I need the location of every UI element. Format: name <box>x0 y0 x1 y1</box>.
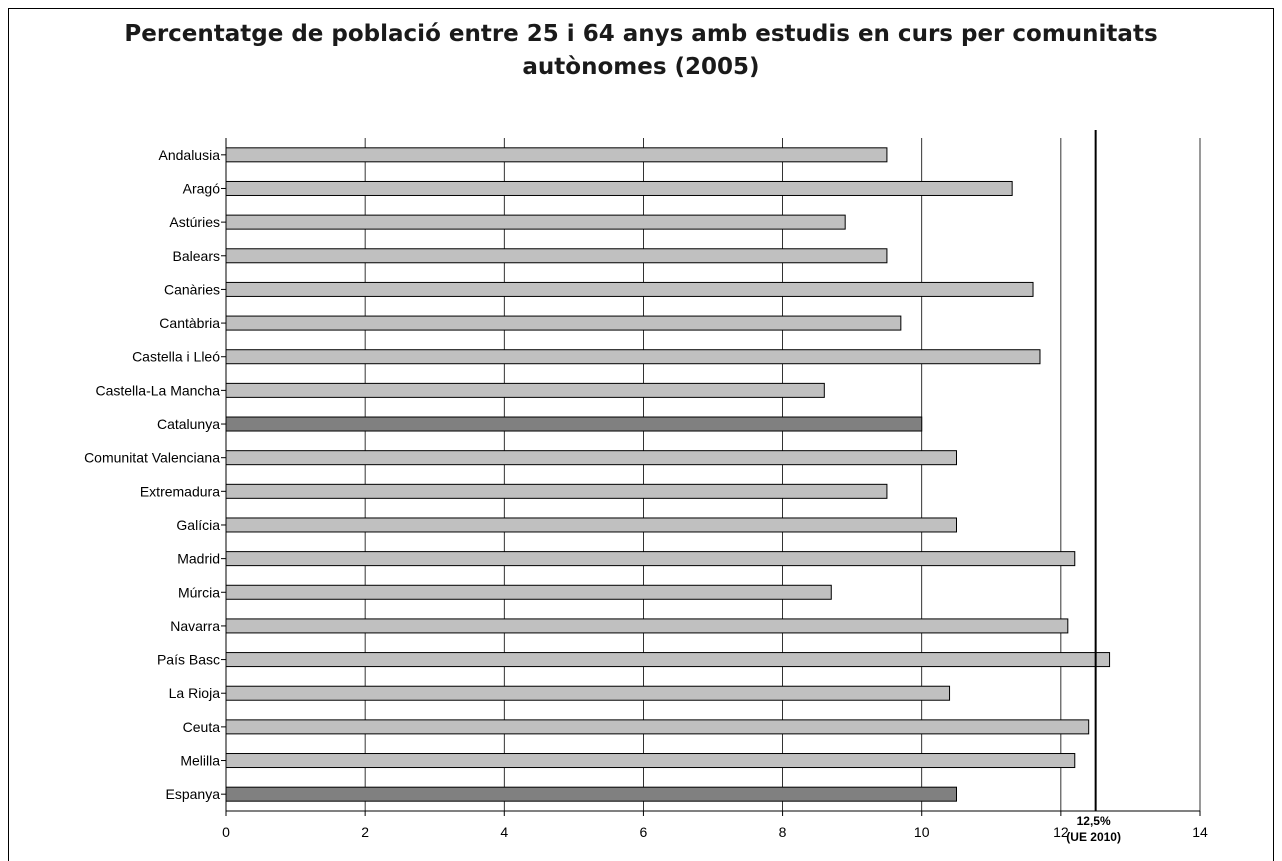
category-label: Balears <box>173 248 220 264</box>
category-label: Andalusia <box>159 147 221 163</box>
category-label: Múrcia <box>178 584 220 600</box>
x-tick-label: 4 <box>500 824 508 840</box>
grid-lines <box>364 138 1201 811</box>
x-tick-label: 8 <box>779 824 787 840</box>
reference-line-group: 12,5% (UE 2010) <box>1066 130 1121 844</box>
bar-extremadura <box>225 483 888 499</box>
x-tick-label: 12 <box>1053 824 1069 840</box>
bars <box>225 147 1111 802</box>
category-label: País Basc <box>157 652 220 668</box>
category-label: La Rioja <box>169 685 221 701</box>
category-label: Canàries <box>164 281 220 297</box>
chart-title: Percentatge de població entre 25 i 64 an… <box>124 21 1158 80</box>
bar-madrid <box>225 551 1076 567</box>
bar-pa-s-basc <box>225 652 1111 668</box>
bar-comunitat-valenciana <box>225 450 957 466</box>
category-label: Ceuta <box>183 719 221 735</box>
category-label: Castella i Lleó <box>132 349 220 365</box>
category-label: Galícia <box>176 517 220 533</box>
reference-line-label: 12,5% <box>1077 814 1111 828</box>
category-label: Castella-La Mancha <box>95 382 220 398</box>
category-label: Melilla <box>180 753 220 769</box>
category-label: Espanya <box>166 786 221 802</box>
category-label: Comunitat Valenciana <box>84 450 220 466</box>
bar-espanya <box>225 786 957 802</box>
bar-gal-cia <box>225 517 957 533</box>
bar-cant-bria <box>225 315 902 331</box>
bar-ast-ries <box>225 214 846 230</box>
bar-castella-la-mancha <box>225 382 825 398</box>
x-tick-label: 2 <box>361 824 369 840</box>
category-label: Aragó <box>183 180 221 196</box>
bar-m-rcia <box>225 584 832 600</box>
x-tick-label: 6 <box>640 824 648 840</box>
bar-castella-i-lle- <box>225 349 1041 365</box>
bar-ceuta <box>225 719 1090 735</box>
category-label: Catalunya <box>157 416 220 432</box>
bar-navarra <box>225 618 1069 634</box>
bar-balears <box>225 248 888 264</box>
bar-can-ries <box>225 281 1034 297</box>
bar-andalusia <box>225 147 888 163</box>
reference-line-sublabel: (UE 2010) <box>1066 830 1121 844</box>
category-label: Cantàbria <box>159 315 220 331</box>
bar-arag- <box>225 180 1013 196</box>
x-tick-label: 14 <box>1192 824 1208 840</box>
category-labels: Andalusia Aragó Astúries Balears Canàries Can… <box>84 147 220 802</box>
x-tick-label: 10 <box>914 824 930 840</box>
tick-labels: 0 2 4 6 8 10 12 14 <box>222 824 1208 840</box>
category-label: Astúries <box>169 214 220 230</box>
x-tick-label: 0 <box>222 824 230 840</box>
category-label: Madrid <box>177 551 220 567</box>
bar-melilla <box>225 753 1076 769</box>
bar-catalunya <box>225 416 923 432</box>
category-label: Extremadura <box>140 483 220 499</box>
axes <box>221 138 1201 816</box>
category-label: Navarra <box>170 618 220 634</box>
bar-la-rioja <box>225 685 951 701</box>
chart-frame <box>8 8 1274 861</box>
